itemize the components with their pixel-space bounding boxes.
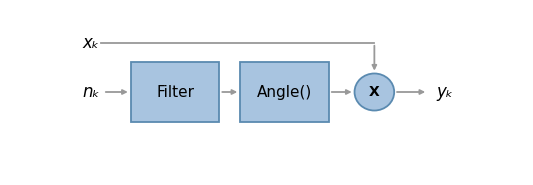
Text: yₖ: yₖ — [437, 83, 454, 101]
Ellipse shape — [354, 73, 394, 110]
Text: xₖ: xₖ — [82, 34, 99, 52]
Bar — [240, 62, 329, 122]
Text: nₖ: nₖ — [82, 83, 100, 101]
Bar — [131, 62, 220, 122]
Text: Filter: Filter — [156, 85, 194, 100]
Text: X: X — [369, 85, 379, 99]
Text: Angle(): Angle() — [257, 85, 312, 100]
